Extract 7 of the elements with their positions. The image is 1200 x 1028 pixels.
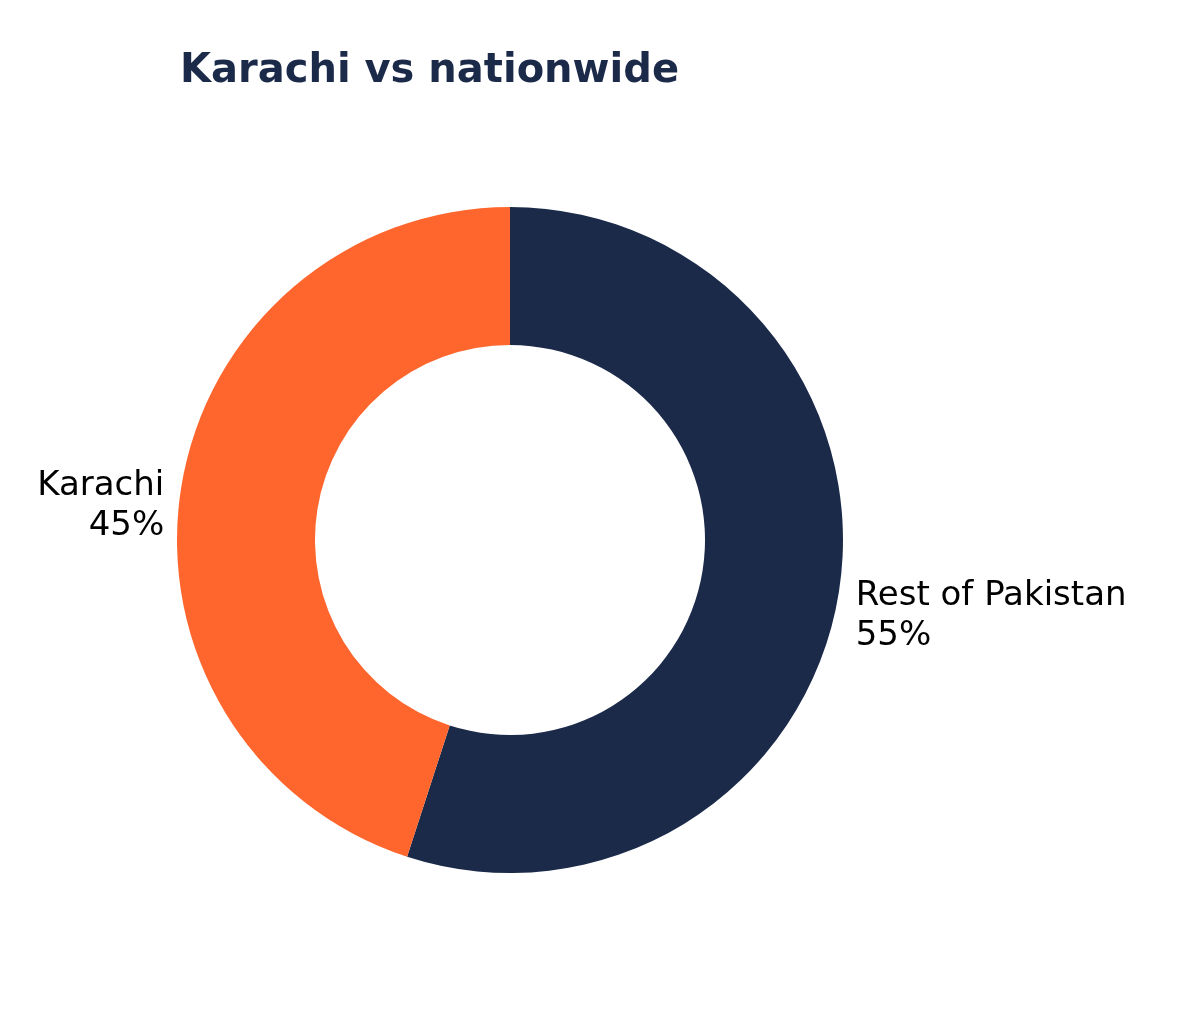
data-label: 45%	[88, 503, 165, 544]
data-label: 55%	[855, 612, 932, 653]
donut-slice	[407, 207, 843, 873]
chart-title: Karachi vs nationwide	[180, 45, 680, 91]
slice-label: Karachi	[37, 463, 165, 504]
donut-slice	[177, 207, 510, 857]
slice-label: Rest of Pakistan	[855, 572, 1127, 613]
